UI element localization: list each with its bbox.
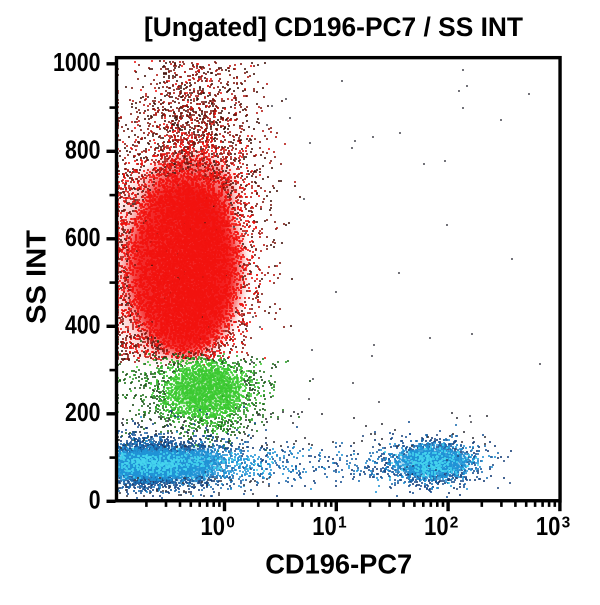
svg-text:10: 10 xyxy=(201,511,226,541)
svg-text:10: 10 xyxy=(424,511,449,541)
svg-text:10: 10 xyxy=(312,511,337,541)
svg-text:600: 600 xyxy=(65,222,101,252)
svg-text:SS INT: SS INT xyxy=(21,230,52,324)
svg-text:10: 10 xyxy=(536,511,561,541)
svg-text:3: 3 xyxy=(562,515,571,532)
svg-text:1: 1 xyxy=(338,515,347,532)
svg-text:800: 800 xyxy=(65,135,101,165)
svg-text:200: 200 xyxy=(65,397,101,427)
svg-text:2: 2 xyxy=(450,515,459,532)
svg-text:CD196-PC7: CD196-PC7 xyxy=(265,548,412,579)
svg-text:0: 0 xyxy=(89,485,101,515)
svg-text:[Ungated] CD196-PC7 / SS INT: [Ungated] CD196-PC7 / SS INT xyxy=(144,12,523,42)
svg-text:0: 0 xyxy=(226,515,235,532)
svg-text:400: 400 xyxy=(65,310,101,340)
svg-text:1000: 1000 xyxy=(53,47,101,77)
